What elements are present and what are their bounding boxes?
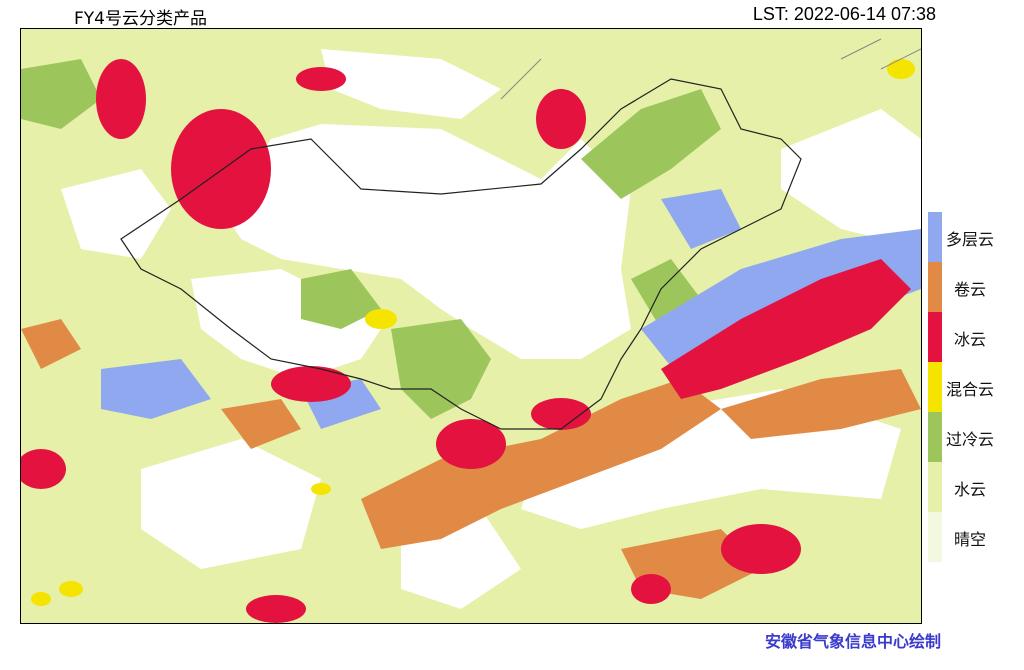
legend-swatch xyxy=(928,262,942,312)
legend-swatch xyxy=(928,212,942,262)
legend-item-ice: 冰云 xyxy=(928,312,1024,362)
legend-item-multilayer: 多层云 xyxy=(928,212,1024,262)
supercooled-cloud-areas xyxy=(21,59,721,419)
legend-item-water: 水云 xyxy=(928,462,1024,512)
mixed-cloud-areas xyxy=(31,59,915,606)
timestamp-label: LST: 2022-06-14 07:38 xyxy=(752,4,936,24)
legend-item-clear: 晴空 xyxy=(928,512,1024,562)
legend-swatch xyxy=(928,512,942,562)
legend-label: 多层云 xyxy=(946,230,995,249)
credit-label: 安徽省气象信息中心绘制 xyxy=(764,632,941,651)
product-title: FY4号云分类产品 xyxy=(74,9,207,29)
legend: 多层云 卷云 冰云 混合云 过冷云 水云 晴空 xyxy=(928,212,1024,562)
legend-swatch xyxy=(928,312,942,362)
legend-label: 混合云 xyxy=(946,380,995,399)
cloud-classification-map[interactable] xyxy=(20,28,922,624)
ice-cloud-areas xyxy=(21,59,911,623)
legend-label: 水云 xyxy=(954,480,987,499)
legend-item-mixed: 混合云 xyxy=(928,362,1024,412)
legend-item-supercooled: 过冷云 xyxy=(928,412,1024,462)
legend-label: 过冷云 xyxy=(946,430,995,449)
cirrus-cloud-areas xyxy=(21,319,921,599)
legend-swatch xyxy=(928,362,942,412)
legend-swatch xyxy=(928,462,942,512)
boundary-lines xyxy=(120,78,802,430)
legend-label: 晴空 xyxy=(954,530,987,549)
legend-label: 冰云 xyxy=(954,330,987,349)
legend-swatch xyxy=(928,412,942,462)
legend-label: 卷云 xyxy=(954,280,987,299)
legend-item-cirrus: 卷云 xyxy=(928,262,1024,312)
